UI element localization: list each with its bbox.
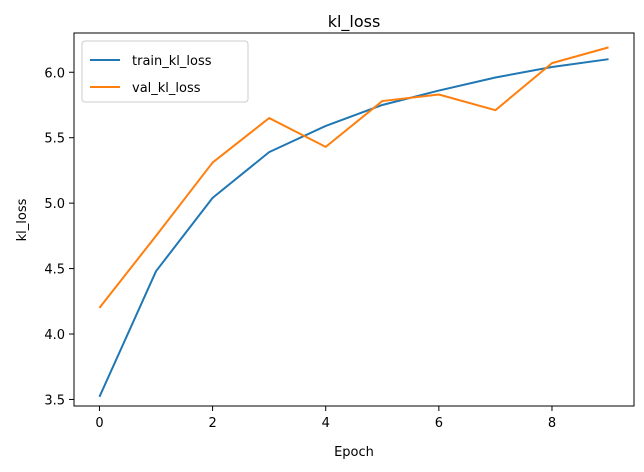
x-axis-ticks: 0 2 4 6 8 [95,406,556,431]
axes-frame [73,32,635,407]
x-tick-label: 2 [208,416,216,431]
x-tick-label: 8 [548,416,556,431]
y-tick-label: 4.5 [44,263,65,278]
y-axis-label: kl_loss [15,198,30,241]
series-line-train-kl-loss [98,58,609,398]
legend-label-train: train_kl_loss [132,54,212,69]
x-tick-label: 4 [322,416,330,431]
x-axis-label: Epoch [334,445,374,460]
y-tick-label: 6.0 [44,66,65,81]
y-tick-label: 3.5 [44,393,65,408]
chart-title: kl_loss [328,12,381,32]
y-tick-label: 5.5 [44,132,65,147]
y-tick-label: 4.0 [44,328,65,343]
legend-box [81,40,249,103]
series-line-val-kl-loss [98,46,609,309]
legend: train_kl_loss val_kl_loss [81,40,249,103]
x-tick-label: 0 [95,416,103,431]
y-axis-ticks: 3.5 4.0 4.5 5.0 5.5 6.0 [44,66,74,408]
y-tick-label: 5.0 [44,197,65,212]
legend-label-val: val_kl_loss [132,81,201,96]
plot-lines [98,46,609,398]
x-tick-label: 6 [435,416,443,431]
